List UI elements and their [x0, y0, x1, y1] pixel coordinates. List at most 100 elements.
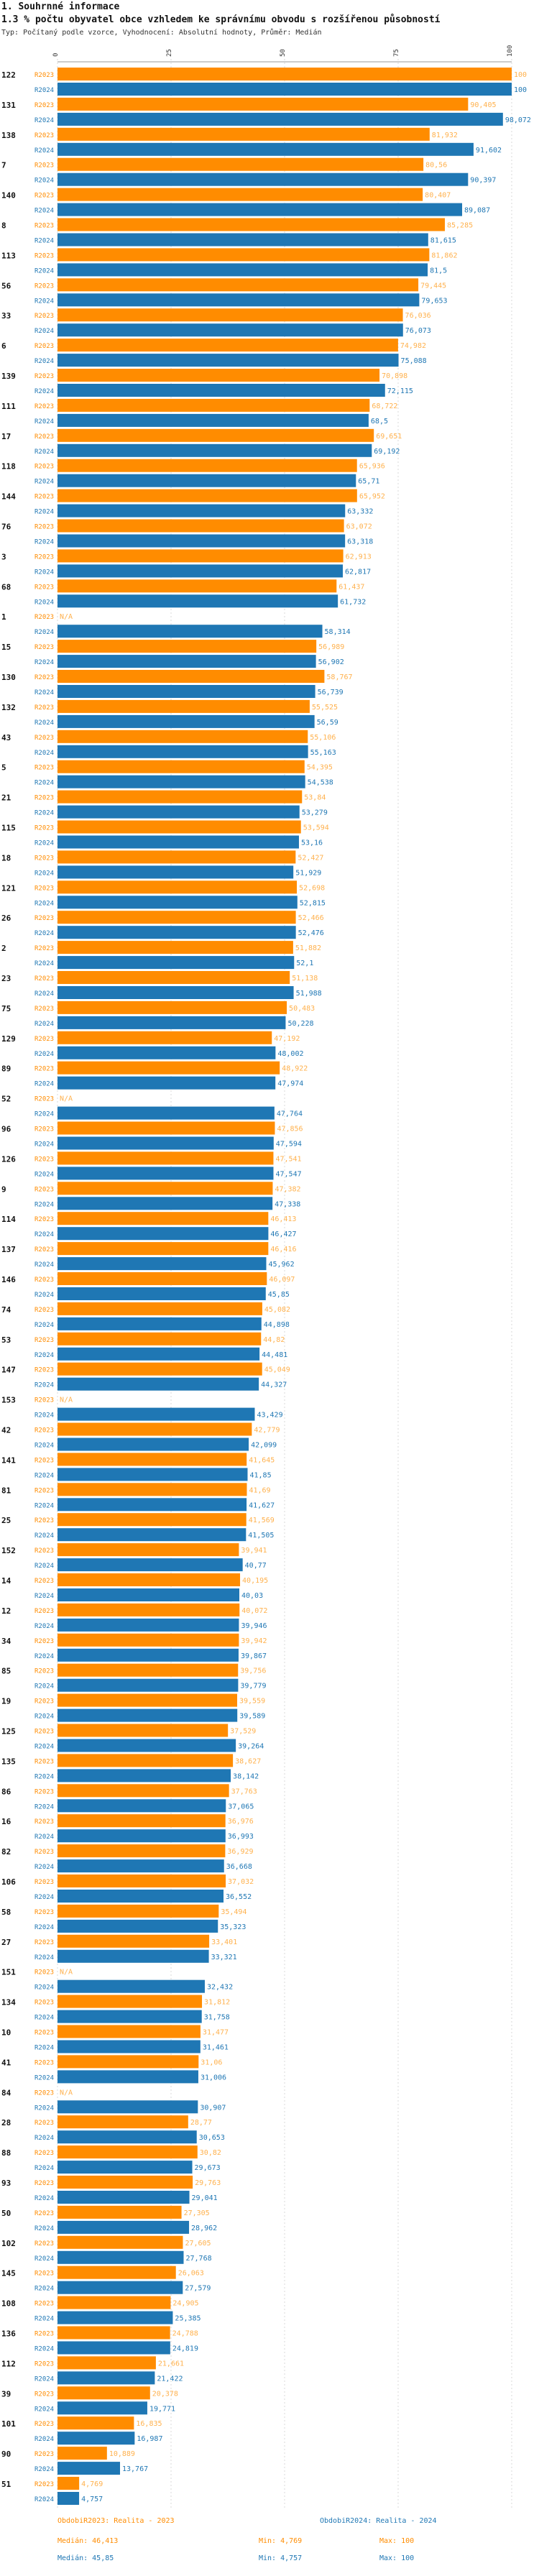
value-label: 27,579 — [185, 2285, 211, 2293]
value-label: N/A — [60, 1397, 73, 1404]
category-label: 153 — [1, 1396, 16, 1405]
value-label: 74,982 — [400, 342, 426, 350]
series-label: R2023 — [34, 1909, 54, 1916]
value-label: 45,049 — [264, 1366, 290, 1374]
category-label: 56 — [1, 281, 11, 290]
value-label: 40,77 — [245, 1562, 267, 1570]
value-label: 38,627 — [235, 1757, 261, 1765]
bar-r2024 — [57, 2311, 173, 2324]
series-label: R2023 — [34, 644, 54, 651]
value-label: 40,03 — [241, 1592, 263, 1600]
bar-r2024 — [57, 805, 300, 819]
bar-r2024 — [57, 625, 323, 638]
bar-r2023 — [57, 2386, 150, 2400]
series-label: R2023 — [34, 2331, 54, 2338]
series-label: R2023 — [34, 1367, 54, 1374]
series-label: R2024 — [34, 2436, 54, 2443]
value-label: 36,993 — [228, 1833, 254, 1841]
value-label: 28,962 — [191, 2225, 217, 2232]
bar-r2024 — [57, 655, 316, 668]
bar-r2023 — [57, 248, 430, 262]
series-label: R2024 — [34, 750, 54, 757]
category-label: 145 — [1, 2269, 16, 2278]
bar-r2023 — [57, 1121, 275, 1135]
legend-2023-max: Max: 100 — [379, 2537, 415, 2545]
category-label: 27 — [1, 1938, 11, 1947]
series-label: R2024 — [34, 1081, 54, 1088]
value-label: 65,936 — [359, 463, 385, 471]
value-label: 55,106 — [310, 734, 336, 742]
series-label: R2023 — [34, 464, 54, 471]
value-label: 19,771 — [149, 2405, 175, 2413]
bar-r2023 — [57, 339, 398, 352]
series-label: R2023 — [34, 1849, 54, 1856]
legend-2024-label: ObdobiR2024: Realita - 2024 — [320, 2517, 437, 2525]
bar-r2023 — [57, 2356, 156, 2370]
bar-r2023 — [57, 2326, 170, 2340]
value-label: 31,06 — [201, 2058, 222, 2066]
bar-r2023 — [57, 188, 423, 201]
bar-r2024 — [57, 172, 469, 186]
page-title: 1. Souhrnné informace — [1, 1, 120, 12]
value-label: 54,395 — [307, 764, 333, 772]
category-label: 115 — [1, 824, 16, 833]
legend-2023-label: ObdobiR2023: Realita - 2023 — [57, 2517, 175, 2525]
bar-r2024 — [57, 1016, 286, 1029]
bar-r2024 — [57, 1739, 236, 1752]
bar-r2023 — [57, 1633, 239, 1647]
value-label: 62,817 — [345, 568, 371, 576]
bar-r2023 — [57, 1031, 272, 1044]
bar-r2023 — [57, 127, 430, 141]
category-label: 102 — [1, 2239, 16, 2248]
value-label: 39,942 — [241, 1637, 267, 1645]
value-label: 56,902 — [318, 658, 344, 666]
series-label: R2024 — [34, 2195, 54, 2202]
value-label: 4,769 — [81, 2480, 103, 2488]
bar-r2024 — [57, 1317, 262, 1330]
series-label: R2023 — [34, 193, 54, 200]
category-label: 138 — [1, 131, 16, 140]
category-label: 58 — [1, 1908, 11, 1917]
bar-r2023 — [57, 1995, 203, 2008]
series-label: R2023 — [34, 704, 54, 712]
series-label: R2024 — [34, 629, 54, 636]
series-label: R2024 — [34, 1954, 54, 1961]
series-label: R2023 — [34, 1006, 54, 1013]
bar-r2023 — [57, 1061, 280, 1075]
bar-r2023 — [57, 1453, 247, 1466]
value-label: 31,006 — [201, 2074, 226, 2082]
value-label: 62,913 — [346, 553, 372, 561]
category-label: 19 — [1, 1697, 11, 1706]
series-label: R2023 — [34, 1758, 54, 1765]
bar-r2024 — [57, 203, 463, 216]
series-label: R2024 — [34, 2346, 54, 2353]
bar-r2023 — [57, 278, 419, 292]
bar-r2024 — [57, 1136, 274, 1150]
value-label: 30,907 — [200, 2104, 226, 2112]
category-label: 129 — [1, 1034, 16, 1044]
value-label: 31,812 — [204, 1999, 230, 2007]
series-label: R2023 — [34, 1066, 54, 1073]
series-label: R2023 — [34, 2240, 54, 2248]
bar-r2023 — [57, 971, 290, 984]
value-label: 38,142 — [233, 1772, 259, 1780]
bar-r2023 — [57, 2145, 198, 2159]
value-label: 43,429 — [257, 1412, 282, 1420]
value-label: 24,905 — [172, 2300, 198, 2308]
series-label: R2023 — [34, 885, 54, 892]
category-label: 41 — [1, 2058, 11, 2067]
x-tick-label: 50 — [280, 49, 287, 57]
bar-r2024 — [57, 293, 420, 307]
category-label: 76 — [1, 523, 11, 532]
series-label: R2023 — [34, 524, 54, 531]
value-label: 56,59 — [317, 719, 338, 727]
series-label: R2023 — [34, 313, 54, 320]
series-label: R2024 — [34, 900, 54, 907]
bar-r2024 — [57, 1919, 218, 1933]
series-label: R2023 — [34, 2391, 54, 2398]
value-label: 65,952 — [359, 493, 385, 501]
value-label: 76,036 — [405, 312, 431, 320]
bar-r2023 — [57, 1212, 269, 1225]
series-label: R2024 — [34, 178, 54, 185]
value-label: N/A — [60, 2089, 73, 2097]
